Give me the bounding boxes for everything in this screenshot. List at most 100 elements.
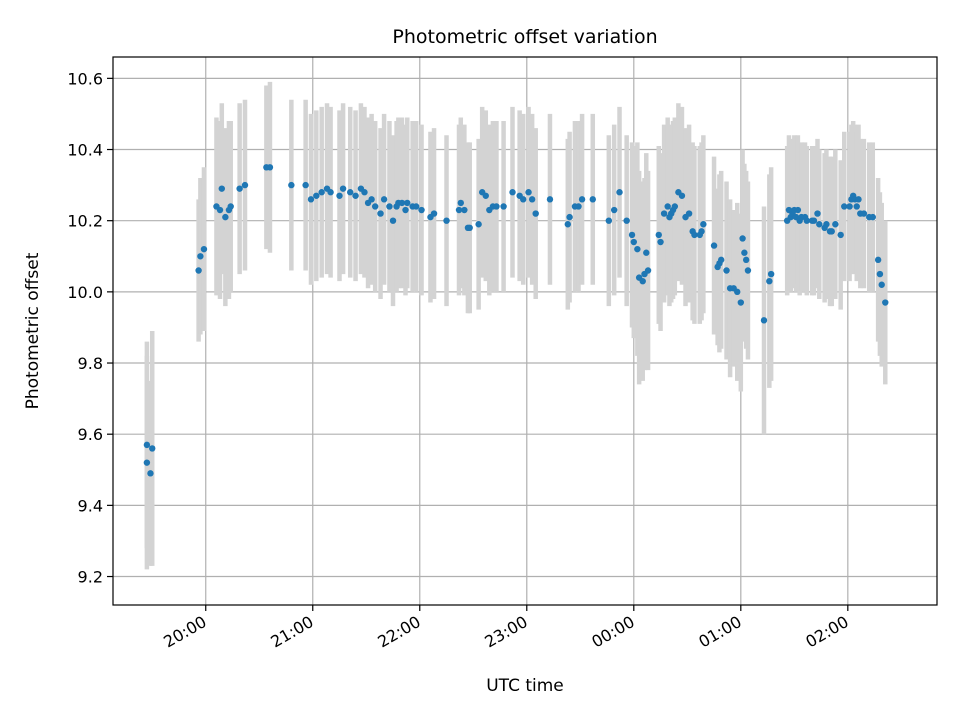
data-point [443,217,450,224]
data-point [739,235,746,242]
data-point [418,206,425,214]
x-tick-label: 21:00 [267,612,316,652]
data-point [216,206,224,214]
data-point [760,317,768,324]
y-tick-label: 9.2 [78,568,103,587]
data-point [737,299,745,306]
y-axis-label: Photometric offset [23,252,43,409]
data-point [828,228,835,235]
data-point [336,192,343,199]
y-tick-label: 10.0 [67,283,103,302]
data-point [313,192,320,199]
x-tick-label: 20:00 [160,612,209,652]
data-point [197,253,204,260]
data-point [241,181,249,189]
x-tick-label: 00:00 [588,612,637,652]
data-point [876,270,884,278]
data-point [327,189,334,196]
data-point [222,213,229,221]
data-points [143,164,889,477]
data-point [846,203,853,210]
data-point [860,210,868,217]
data-point [660,210,668,217]
data-point [623,217,630,224]
data-point [698,228,705,235]
data-point [528,196,536,203]
data-point [578,196,586,203]
data-point [634,245,641,253]
data-point [837,231,844,239]
data-point [368,196,375,203]
data-point [361,189,368,196]
data-point [610,206,618,214]
data-point [404,199,411,207]
data-point [814,210,821,217]
data-point [657,238,664,246]
data-point [475,221,482,228]
data-point [149,445,156,452]
data-point [671,203,679,210]
data-point [525,189,532,196]
y-axis-ticks: 9.2 9.4 9.6 9.8 10.0 10.2 10.4 10.6 [67,69,113,587]
x-tick-label: 22:00 [374,612,423,652]
data-point [664,203,671,210]
data-point [685,210,693,217]
x-tick-label: 01:00 [695,612,744,652]
data-point [717,256,725,264]
data-point [200,245,208,253]
data-point [589,196,596,203]
data-point [741,249,748,256]
data-point [678,192,686,199]
y-tick-label: 10.2 [67,212,103,231]
data-point [218,185,225,192]
data-point [402,206,409,214]
data-point [352,192,359,199]
data-point [307,196,315,203]
data-point [643,249,650,256]
data-point [371,203,379,210]
data-point [630,238,637,246]
data-point [564,221,572,228]
data-point [874,256,882,264]
data-point [389,217,397,224]
data-point [853,203,860,210]
x-axis-ticks: 20:00 21:00 22:00 23:00 00:00 01:00 02:00 [160,605,852,652]
data-point [605,217,613,224]
x-tick-label: 23:00 [481,612,530,652]
chart-title: Photometric offset variation [392,26,657,48]
data-point [803,217,811,224]
data-point [227,203,234,210]
y-tick-label: 10.6 [67,69,103,88]
data-point [766,277,773,285]
data-point [386,203,393,210]
data-point [794,206,802,214]
x-axis-label: UTC time [486,676,564,696]
data-point [810,217,818,224]
data-point [644,267,652,274]
data-point [575,203,582,210]
data-point [744,267,752,274]
data-point [236,185,243,192]
data-point [377,210,384,217]
data-point [339,185,347,192]
data-point [457,199,464,207]
y-tick-label: 9.4 [78,496,103,515]
data-point [841,203,848,210]
data-point [466,224,473,232]
data-point [816,221,823,228]
data-point [143,441,151,449]
data-point [700,221,707,228]
data-point [882,299,889,306]
data-point [639,277,646,285]
data-point [493,203,500,210]
data-point [566,213,573,221]
data-point [347,189,354,196]
plot-frame [112,56,938,606]
data-point [288,181,295,189]
data-point [482,192,489,199]
data-point [195,267,202,274]
data-point [742,256,750,264]
y-tick-label: 9.6 [78,425,103,444]
data-point [509,189,516,196]
data-point [461,206,468,214]
